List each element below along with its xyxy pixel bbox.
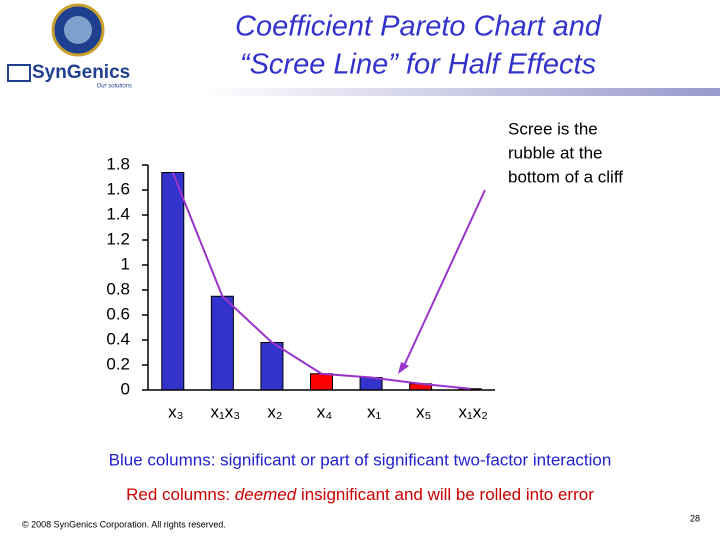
y-tick-label: 1.8: [106, 154, 130, 173]
x-tick-label: x₂: [267, 402, 282, 421]
caption-red: Red columns: deemed insignificant and wi…: [126, 485, 594, 504]
y-tick-label: 0.4: [106, 329, 130, 348]
bar: [161, 172, 185, 391]
annotation-arrow: [402, 189, 486, 369]
y-tick-label: 1.4: [106, 204, 130, 223]
page-number: 28: [690, 513, 700, 523]
y-tick-label: 1.6: [106, 179, 130, 198]
annotation: bottom of a cliff: [508, 167, 623, 186]
scree-line: [171, 172, 471, 390]
x-tick-label: x₄: [317, 402, 333, 421]
x-tick-label: x₁: [367, 402, 382, 421]
bar: [260, 342, 284, 391]
x-tick-label: x₅: [416, 402, 431, 421]
y-tick-label: 0.2: [106, 354, 130, 373]
bar: [310, 373, 333, 391]
y-tick-label: 0: [121, 379, 130, 398]
caption-part: Red columns:: [126, 485, 235, 504]
annotation: rubble at the: [508, 143, 603, 162]
title-line: Coefficient Pareto Chart and: [235, 11, 602, 43]
title-line: “Scree Line” for Half Effects: [240, 49, 596, 81]
y-tick-label: 0.8: [106, 279, 130, 298]
x-tick-label: x₃: [168, 402, 183, 421]
logo-box: [7, 64, 31, 82]
emblem: [51, 3, 105, 57]
y-tick-label: 1: [121, 254, 130, 273]
y-tick-label: 0.6: [106, 304, 130, 323]
x-tick-label: x₁x₂: [459, 402, 488, 421]
header-bar: [200, 88, 720, 96]
arrow-head: [398, 362, 409, 374]
caption-part: deemed: [235, 485, 297, 504]
caption-blue: Blue columns: significant or part of sig…: [109, 450, 612, 469]
caption-part: insignificant and will be rolled into er…: [296, 485, 594, 504]
annotation: Scree is the: [508, 119, 598, 138]
logo-text: SynGenics: [32, 62, 130, 83]
bar: [210, 295, 234, 391]
y-tick-label: 1.2: [106, 229, 130, 248]
x-tick-label: x₁x₃: [211, 402, 241, 421]
copyright: © 2008 SynGenics Corporation. All rights…: [22, 519, 226, 529]
logo-tagline: Our solutions: [97, 84, 132, 90]
